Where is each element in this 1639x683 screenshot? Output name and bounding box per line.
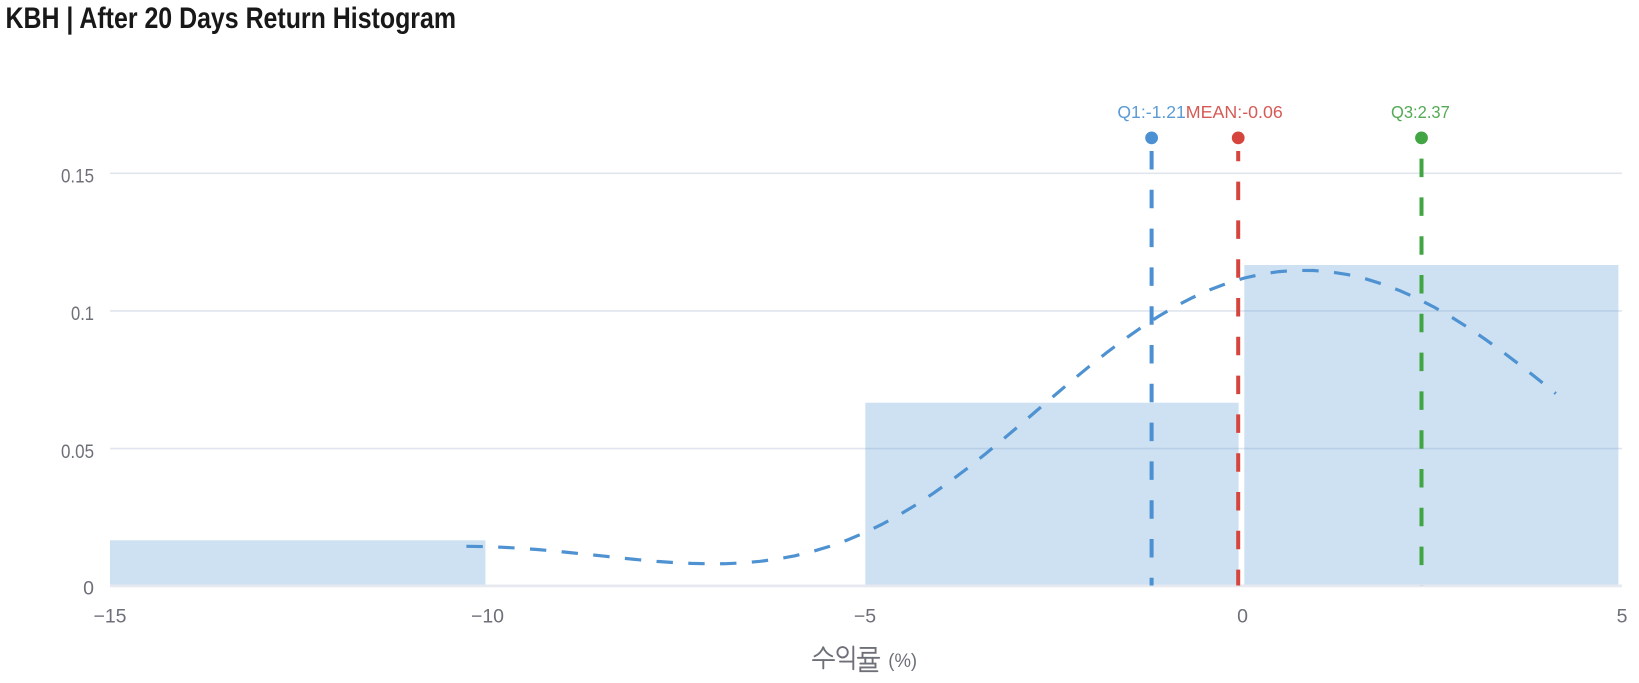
svg-text:0: 0 — [1237, 606, 1248, 628]
svg-text:Q3:2.37: Q3:2.37 — [1391, 102, 1450, 122]
svg-text:−5: −5 — [854, 606, 876, 628]
svg-text:0.05: 0.05 — [61, 441, 94, 463]
svg-text:5: 5 — [1617, 606, 1628, 628]
svg-text:(%): (%) — [888, 650, 917, 672]
svg-text:KBH | After 20 Days Return His: KBH | After 20 Days Return Histogram — [6, 2, 457, 35]
svg-text:Q1:-1.21: Q1:-1.21 — [1117, 102, 1185, 122]
svg-text:0.1: 0.1 — [71, 303, 94, 325]
svg-text:−15: −15 — [93, 606, 126, 628]
svg-text:0: 0 — [83, 577, 94, 599]
svg-text:−10: −10 — [471, 606, 504, 628]
svg-text:MEAN:-0.06: MEAN:-0.06 — [1186, 102, 1283, 122]
svg-text:0.15: 0.15 — [61, 166, 94, 188]
